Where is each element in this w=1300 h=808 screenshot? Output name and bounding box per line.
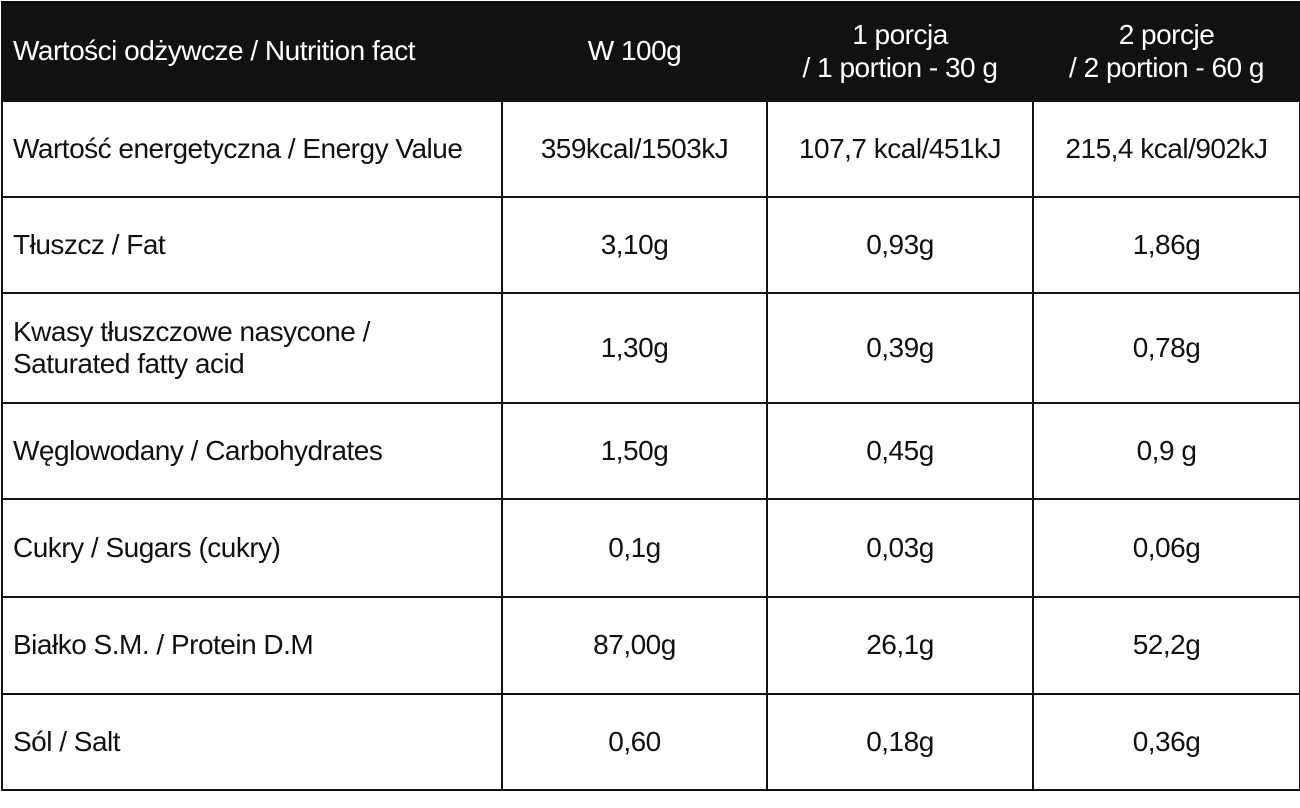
value-cell: 215,4 kcal/902kJ: [1032, 100, 1300, 198]
value-cell: 1,30g: [501, 292, 768, 404]
value-cell: 0,1g: [501, 498, 768, 598]
value-cell: 107,7 kcal/451kJ: [766, 100, 1034, 198]
table-row: Wartość energetyczna / Energy Value 359kc…: [1, 100, 1300, 198]
nutrition-table: Wartości odżywcze / Nutrition fact W 100g…: [1, 1, 1300, 791]
value-cell: 0,9 g: [1032, 402, 1300, 500]
table-row: Cukry / Sugars (cukry) 0,1g 0,03g 0,06g: [1, 498, 1300, 598]
header-row: Wartości odżywcze / Nutrition fact W 100g…: [1, 1, 1300, 102]
row-label: Sól / Salt: [1, 693, 503, 791]
value-cell: 0,18g: [766, 693, 1034, 791]
value-cell: 1,86g: [1032, 196, 1300, 294]
row-label: Białko S.M. / Protein D.M: [1, 596, 503, 695]
value-cell: 359kcal/1503kJ: [501, 100, 768, 198]
row-label: Węglowodany / Carbohydrates: [1, 402, 503, 500]
value-cell: 0,06g: [1032, 498, 1300, 598]
header-cell: 2 porcje / 2 portion - 60 g: [1032, 1, 1300, 102]
table-row: Kwasy tłuszczowe nasycone / Saturated fa…: [1, 292, 1300, 404]
table-row: Sól / Salt 0,60 0,18g 0,36g: [1, 693, 1300, 791]
value-cell: 0,03g: [766, 498, 1034, 598]
table-row: Tłuszcz / Fat 3,10g 0,93g 1,86g: [1, 196, 1300, 294]
value-cell: 3,10g: [501, 196, 768, 294]
table-body: Wartość energetyczna / Energy Value 359kc…: [1, 100, 1300, 791]
value-cell: 1,50g: [501, 402, 768, 500]
value-cell: 26,1g: [766, 596, 1034, 695]
value-cell: 0,78g: [1032, 292, 1300, 404]
row-label: Wartość energetyczna / Energy Value: [1, 100, 503, 198]
table-row: Białko S.M. / Protein D.M 87,00g 26,1g 52,2…: [1, 596, 1300, 695]
value-cell: 52,2g: [1032, 596, 1300, 695]
header-cell: 1 porcja / 1 portion - 30 g: [766, 1, 1034, 102]
value-cell: 0,93g: [766, 196, 1034, 294]
table-row: Węglowodany / Carbohydrates 1,50g 0,45g 0,9…: [1, 402, 1300, 500]
row-label: Cukry / Sugars (cukry): [1, 498, 503, 598]
value-cell: 87,00g: [501, 596, 768, 695]
row-label: Kwasy tłuszczowe nasycone / Saturated fa…: [1, 292, 503, 404]
value-cell: 0,60: [501, 693, 768, 791]
value-cell: 0,36g: [1032, 693, 1300, 791]
value-cell: 0,45g: [766, 402, 1034, 500]
header-cell: W 100g: [501, 1, 768, 102]
value-cell: 0,39g: [766, 292, 1034, 404]
row-label: Tłuszcz / Fat: [1, 196, 503, 294]
header-cell: Wartości odżywcze / Nutrition fact: [1, 1, 503, 102]
